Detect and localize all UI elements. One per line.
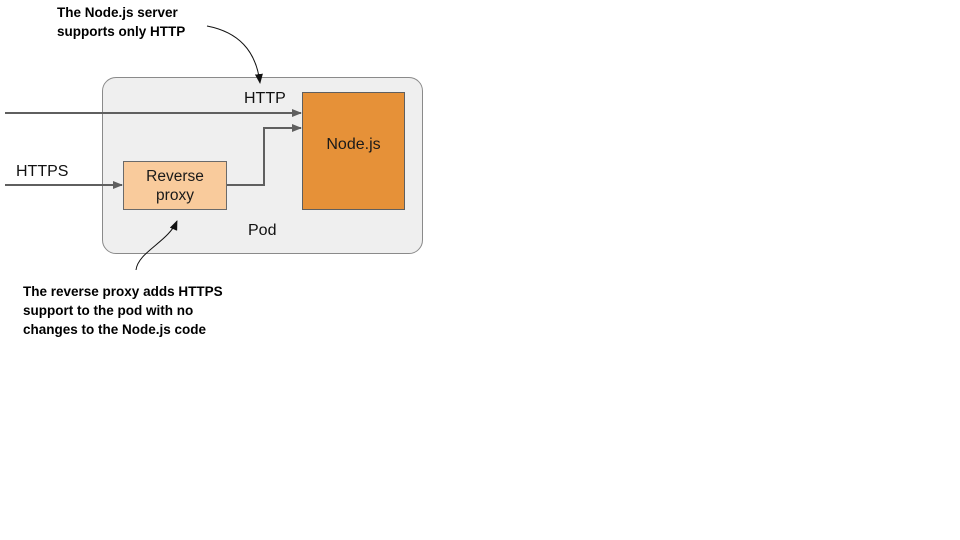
nodejs-label: Node.js — [326, 136, 381, 153]
reverse-proxy-label-line2: proxy — [156, 186, 194, 204]
bottom-annotation-line1: The reverse proxy adds HTTPS — [23, 284, 223, 299]
pod-label: Pod — [248, 222, 277, 239]
reverse-proxy-label: Reverse proxy — [146, 167, 204, 205]
top-annotation: The Node.js server supports only HTTP — [57, 3, 185, 41]
http-label: HTTP — [244, 90, 286, 107]
bottom-annotation-line3: changes to the Node.js code — [23, 322, 207, 337]
top-annotation-line2: supports only HTTP — [57, 24, 186, 39]
bottom-annotation-line2: support to the pod with no — [23, 303, 194, 318]
reverse-proxy-box: Reverse proxy — [123, 161, 227, 210]
bottom-annotation: The reverse proxy adds HTTPS support to … — [23, 282, 223, 339]
https-label: HTTPS — [16, 163, 69, 180]
nodejs-box: Node.js — [302, 92, 405, 210]
top-annotation-line1: The Node.js server — [57, 5, 178, 20]
bottom-callout-pointer — [135, 220, 178, 271]
proxy-to-nodejs-arrow — [227, 124, 302, 186]
top-callout-pointer — [206, 25, 263, 84]
reverse-proxy-label-line1: Reverse — [146, 167, 204, 185]
